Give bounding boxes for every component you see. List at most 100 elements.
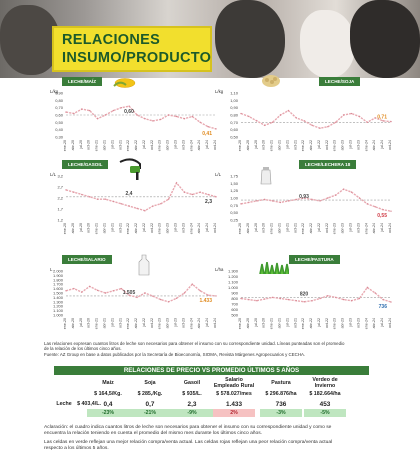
x-tick-label: oct-24 <box>213 318 217 328</box>
data-point <box>128 105 130 107</box>
y-tick-label: 1.400 <box>53 295 64 300</box>
y-tick-label: 0,80 <box>55 98 64 103</box>
data-point <box>175 297 178 299</box>
x-tick-label: abr-20 <box>246 223 250 233</box>
x-tick-label: ene-23 <box>333 223 337 234</box>
data-point <box>136 296 138 299</box>
data-point <box>327 295 329 297</box>
data-point <box>240 112 242 115</box>
data-point <box>104 292 107 294</box>
data-point <box>144 292 146 294</box>
x-tick-label: jul-20 <box>254 223 258 233</box>
column-header: Gasoil <box>183 380 201 386</box>
x-tick-label: oct-24 <box>213 223 217 233</box>
x-tick-label: abr-21 <box>277 223 281 233</box>
data-point <box>319 200 321 202</box>
last-value-label: 1.433 <box>199 298 212 304</box>
line-chart-pastura: 1.3001.2001.1001.000900800700600500ene-2… <box>228 269 392 330</box>
data-point <box>279 114 282 116</box>
x-tick-label: abr-23 <box>341 140 345 150</box>
grass-icon <box>259 261 290 275</box>
x-tick-label: jul-22 <box>317 318 321 328</box>
data-point <box>112 200 115 203</box>
average-value-label: 1.505 <box>123 290 136 296</box>
x-tick-label: ene-24 <box>364 140 368 151</box>
input-price: $ 935/L. <box>182 391 202 397</box>
x-tick-label: ene-20 <box>238 223 242 234</box>
x-tick-label: abr-20 <box>71 140 75 150</box>
y-tick-label: 0,60 <box>55 113 64 118</box>
chart-label: LECHE/PASTURA <box>289 255 340 264</box>
y-tick-label: 0,30 <box>55 135 64 140</box>
data-point <box>88 109 91 112</box>
data-point <box>104 114 107 116</box>
footnote-line: Las relaciones expresan cuantos litros d… <box>44 341 345 346</box>
relation-value: 453 <box>319 401 331 408</box>
x-tick-label: jul-22 <box>142 223 146 233</box>
data-point <box>152 295 154 297</box>
data-point <box>144 210 146 212</box>
x-tick-label: jul-24 <box>205 223 209 233</box>
data-point <box>152 205 154 207</box>
relation-diff-badge: -21% <box>129 409 171 417</box>
data-point <box>263 198 266 201</box>
data-point <box>342 188 345 190</box>
x-tick-label: ene-24 <box>364 223 368 234</box>
data-point <box>88 285 91 288</box>
y-unit-label: L/kg <box>50 89 59 94</box>
x-tick-label: oct-23 <box>356 318 360 328</box>
y-tick-label: 2.000 <box>53 269 64 274</box>
data-point <box>327 197 329 199</box>
y-tick-label: 1.300 <box>53 299 64 304</box>
data-point <box>144 117 146 120</box>
y-tick-label: 1,00 <box>230 98 239 103</box>
x-tick-label: ene-24 <box>364 318 368 329</box>
x-tick-label: abr-23 <box>341 223 345 233</box>
y-tick-label: 0,40 <box>55 127 64 132</box>
y-tick-label: 2,7 <box>57 185 63 190</box>
x-tick-label: jul-22 <box>142 140 146 150</box>
data-point <box>319 127 321 129</box>
x-tick-label: jul-23 <box>174 318 178 328</box>
y-unit-label: L <box>50 267 53 272</box>
x-tick-label: jul-22 <box>317 223 321 233</box>
data-point <box>191 115 194 118</box>
data-point <box>248 201 250 204</box>
data-point <box>120 287 122 290</box>
y-tick-label: 2,2 <box>57 196 63 201</box>
y-tick-label: 0,50 <box>230 135 239 140</box>
data-point <box>287 200 290 202</box>
x-tick-label: ene-21 <box>95 223 99 234</box>
x-tick-label: oct-21 <box>118 140 122 150</box>
x-tick-label: ene-20 <box>238 140 242 151</box>
input-price: $ 182.664/ha <box>309 391 341 397</box>
data-point <box>160 203 162 205</box>
x-tick-label: abr-21 <box>277 318 281 328</box>
header-banner: RELACIONES INSUMO/PRODUCTO <box>0 0 420 78</box>
data-point <box>136 114 138 116</box>
x-tick-label: oct-23 <box>356 140 360 150</box>
data-point <box>374 206 376 208</box>
y-tick-label: 0,50 <box>55 120 64 125</box>
y-tick-label: 1.900 <box>53 273 64 278</box>
series-line <box>240 109 392 129</box>
data-point <box>382 120 384 122</box>
y-tick-label: 1,00 <box>230 196 239 201</box>
page-title-line-2: INSUMO/PRODUCTO <box>62 50 212 66</box>
x-tick-label: jul-22 <box>142 318 146 328</box>
x-tick-label: ene-22 <box>126 318 130 329</box>
data-point <box>104 198 107 200</box>
chart-label: LECHE/SOJA <box>319 77 361 86</box>
data-point <box>199 290 201 292</box>
x-tick-label: oct-24 <box>388 318 392 328</box>
y-tick-label: 0,70 <box>55 105 64 110</box>
data-point <box>311 300 313 302</box>
relation-value: 2,3 <box>187 401 197 408</box>
data-point <box>382 298 384 301</box>
y-unit-label: L/kg <box>215 89 224 94</box>
data-point <box>167 114 170 116</box>
data-point <box>136 207 138 210</box>
x-tick-label: jul-20 <box>254 140 258 150</box>
input-price: $ 578.027/mes <box>216 391 252 397</box>
